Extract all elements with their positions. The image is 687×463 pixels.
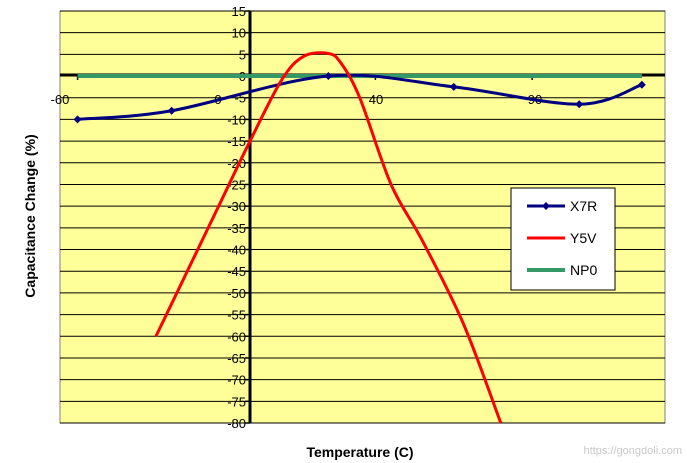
legend-item-np0: NP0 [527,262,597,278]
y-tick-label: -80 [227,416,246,431]
y-tick-label: 5 [239,47,246,62]
y-tick-label: -55 [227,308,246,323]
y-tick-label: -15 [227,134,246,149]
data-point [637,80,646,89]
y-tick-label: -75 [227,394,246,409]
y-axis-title: Capacitance Change (%) [22,134,38,297]
y-tick-label: 10 [232,26,246,41]
legend-label: X7R [570,198,597,214]
y-tick-label: -60 [227,329,246,344]
y-tick-label: -40 [227,243,246,258]
y-tick-label: -5 [234,91,246,106]
x-tick-label: -60 [51,92,70,107]
series-lines [73,51,646,424]
data-point [324,72,333,81]
y-tick-label: -30 [227,199,246,214]
gridlines [60,10,665,424]
legend-marker [542,202,550,210]
y-tick-label: 15 [232,4,246,19]
y-tick-labels: 151050-5-10-15-20-25-30-35-40-45-50-55-6… [227,4,246,431]
x-tick-label: 40 [369,92,383,107]
legend-item-x7r: X7R [527,198,597,214]
legend-label: NP0 [570,262,597,278]
y-tick-label: -70 [227,373,246,388]
watermark: https://gongdoli.com [584,445,682,457]
y-tick-label: -45 [227,264,246,279]
y-tick-label: -65 [227,351,246,366]
data-point [575,100,584,109]
legend: X7R Y5V NP0 [510,187,616,291]
y-tick-label: -50 [227,286,246,301]
data-point [167,106,176,115]
data-point [73,115,82,124]
legend-label: Y5V [570,230,597,246]
y-tick-label: -35 [227,221,246,236]
series-line-y5v [154,51,503,424]
series-x7r [73,72,646,124]
y-tick-label: -10 [227,112,246,127]
x-axis-title: Temperature (C) [306,444,413,460]
data-point [449,82,458,91]
series-y5v [154,51,503,424]
legend-item-y5v: Y5V [527,230,597,246]
